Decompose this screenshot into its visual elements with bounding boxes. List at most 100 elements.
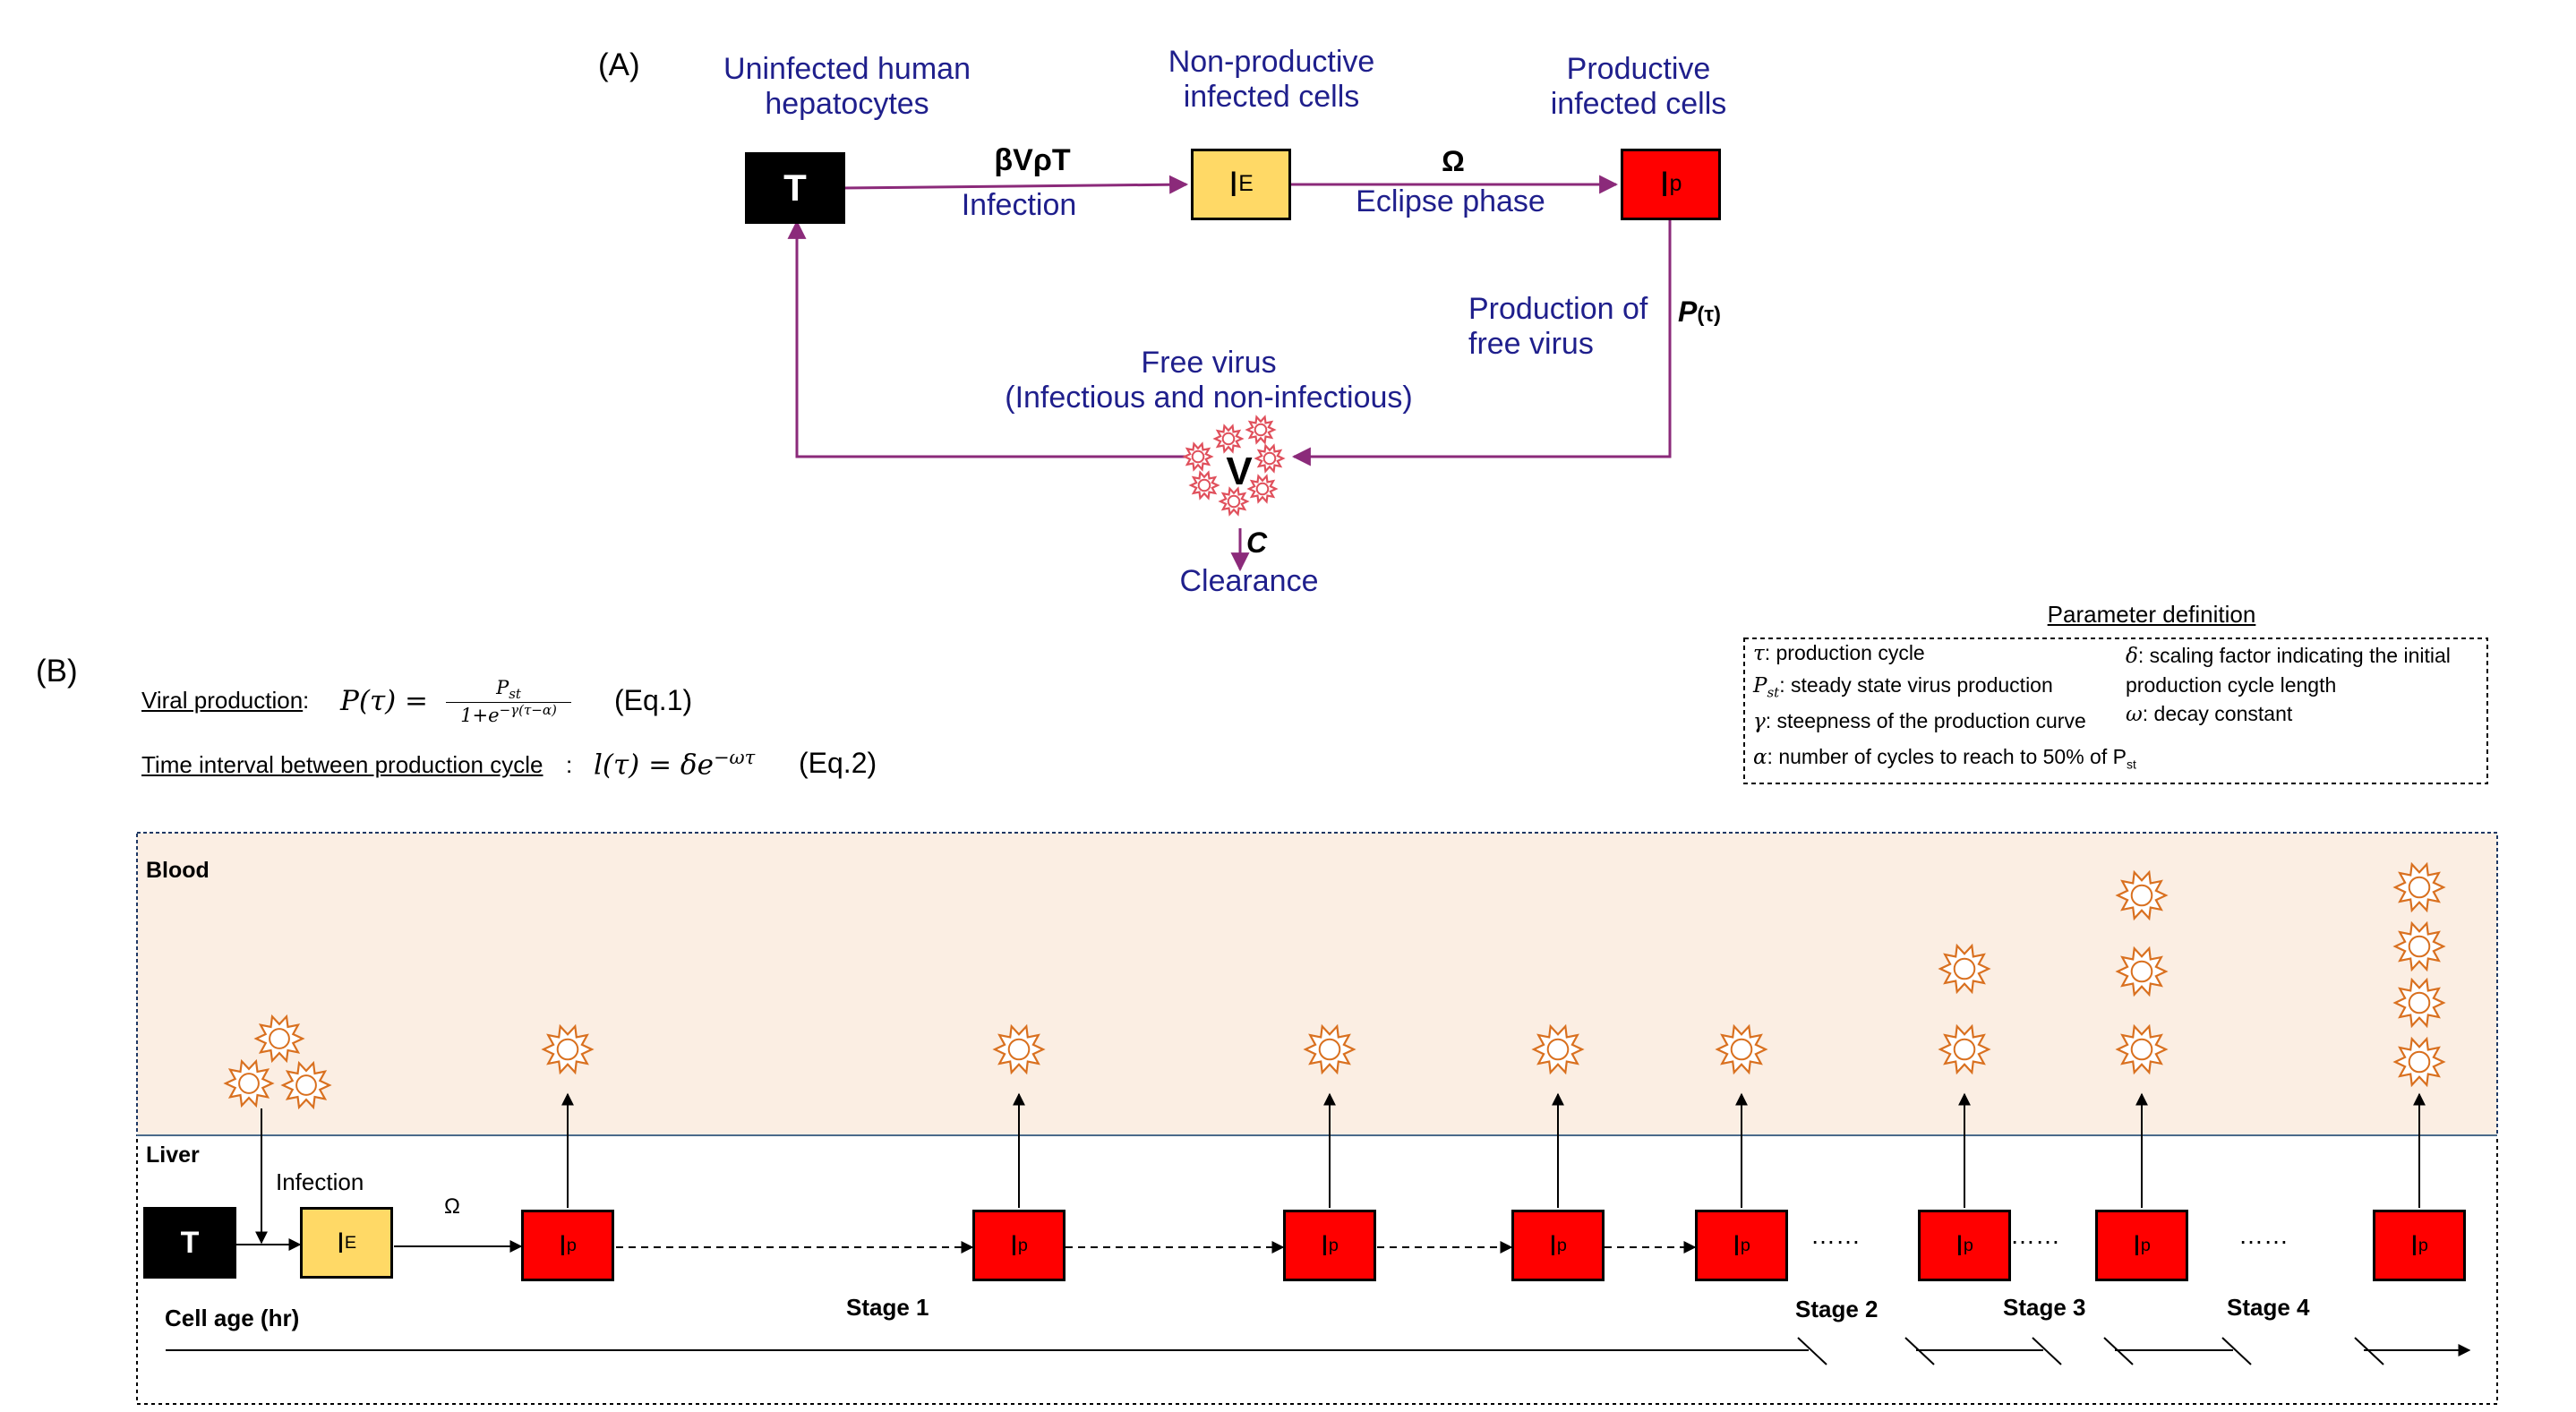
param-subscript: st	[1767, 684, 1780, 701]
node-subscript: p	[1669, 172, 1682, 196]
production-arrow	[1291, 219, 1672, 466]
panel-a-label: (A)	[598, 47, 640, 82]
infection-arrow	[841, 175, 1189, 194]
virion-icon	[253, 1014, 305, 1064]
param-text-subscript: st	[2126, 757, 2136, 772]
eq2-colon: :	[566, 751, 573, 778]
virion-icon	[2392, 920, 2446, 972]
caption-line: (Infectious and non-infectious)	[1005, 381, 1413, 415]
virion-icon	[1938, 943, 1991, 995]
ellipsis: ……	[2010, 1221, 2060, 1249]
virion-icon	[223, 1058, 275, 1108]
stage-label: Stage 4	[2227, 1294, 2310, 1321]
infection-label: Infection	[961, 188, 1077, 222]
caption-line: infected cells	[1183, 80, 1360, 115]
cell-t: T	[143, 1207, 236, 1279]
panel-b-label: (B)	[36, 654, 78, 689]
node-t-caption: Uninfected human hepatocytes	[723, 52, 971, 122]
eq2-tag: (Eq.2)	[799, 747, 877, 779]
cell-symbol: I	[1010, 1228, 1018, 1262]
timeline-break	[2221, 1337, 2252, 1365]
eq1-lhs: P(τ) =	[340, 685, 429, 717]
param-text: : scaling factor indicating the initial …	[2126, 644, 2451, 697]
node-v-symbol: V	[1226, 449, 1253, 493]
virion-icon	[541, 1023, 595, 1075]
infection-edge-label: Infection	[276, 1168, 364, 1195]
param-symbol: P	[1753, 674, 1767, 697]
blood-label: Blood	[146, 858, 210, 883]
stage-label: Stage 2	[1795, 1296, 1879, 1322]
production-rate: P(τ)	[1678, 295, 1721, 329]
cell-subscript: p	[566, 1235, 577, 1255]
virion-icon	[2392, 977, 2446, 1029]
panel-b-infection-arrows	[235, 1108, 523, 1253]
virion-icon	[1188, 470, 1220, 501]
eq2-formula: l(τ) = δe−ωτ	[594, 747, 756, 782]
cell-symbol: I	[559, 1228, 567, 1262]
virion-release	[541, 861, 2446, 1208]
cell-symbol: I	[336, 1226, 345, 1259]
caption-line: Uninfected human	[723, 52, 971, 86]
cell-subscript: p	[2140, 1235, 2151, 1255]
node-t: T	[745, 152, 845, 224]
ellipsis: ……	[2238, 1221, 2289, 1249]
virion-icon	[1715, 1023, 1768, 1075]
virion-icon	[2115, 946, 2169, 997]
param-text: : steady state virus production	[1779, 673, 2053, 697]
node-symbol: I	[1659, 164, 1670, 204]
cell-age-timeline	[166, 1337, 2471, 1365]
param-symbol: α	[1753, 746, 1767, 769]
cell-subscript: p	[1556, 1235, 1567, 1255]
cell-symbol: I	[1549, 1228, 1557, 1262]
node-subscript: E	[1238, 172, 1254, 196]
node-v-caption: Free virus (Infectious and non-infectiou…	[1005, 346, 1412, 415]
param-text: : steepness of the production curve	[1765, 709, 2086, 732]
node-ie-caption: Non-productive infected cells	[1168, 45, 1375, 115]
clearance-label: Clearance	[1179, 564, 1319, 598]
virion-icon	[2115, 1023, 2169, 1075]
virion-icon	[2392, 861, 2446, 913]
cell-subscript: p	[2418, 1235, 2428, 1255]
param-symbol: δ	[2126, 645, 2138, 668]
virion-icon	[2392, 1036, 2446, 1088]
timeline-break	[2032, 1337, 2062, 1365]
eq1-label: Viral production	[141, 687, 304, 714]
timeline-label: Cell age (hr)	[165, 1305, 300, 1331]
param-symbol: γ	[1753, 710, 1766, 733]
virion-icon	[2115, 869, 2169, 921]
virion-icon	[1303, 1023, 1356, 1075]
eq1-fraction-bar	[446, 702, 571, 704]
virion-icon	[1254, 443, 1286, 474]
timeline-break	[1797, 1337, 1827, 1365]
param-gamma: γ: steepness of the production curve	[1753, 709, 2086, 733]
cell-symbol: I	[2133, 1228, 2141, 1262]
param-pst: Pst: steady state virus production	[1753, 673, 2053, 701]
eq1-fraction: Pst 1+e−γ(τ−α)	[446, 677, 571, 727]
eq1-denominator: 1+e−γ(τ−α)	[460, 702, 557, 727]
eclipse-edge-label: Ω	[444, 1194, 460, 1219]
blood-virus-cluster	[223, 1014, 332, 1110]
cell-symbol: I	[1956, 1228, 1964, 1262]
eq1-colon: :	[303, 687, 310, 714]
caption-line: Production of	[1468, 292, 1648, 326]
cell-symbol: I	[2410, 1228, 2418, 1262]
virion-icon	[1245, 415, 1277, 445]
node-symbol: I	[1228, 164, 1239, 204]
caption-line: Free virus	[1141, 346, 1277, 380]
virion-icon	[1531, 1023, 1585, 1075]
virion-icon	[1218, 486, 1250, 517]
reinfection-arrow	[787, 219, 1186, 458]
panel-a-arrows	[787, 175, 1672, 572]
blood-compartment	[136, 832, 2498, 1136]
infection-rate: βVρT	[994, 143, 1071, 177]
param-text: : production cycle	[1764, 641, 1925, 664]
parameter-title: Parameter definition	[2047, 601, 2256, 628]
eq1-numerator: Pst	[496, 677, 521, 703]
clearance-rate: C	[1246, 526, 1268, 559]
